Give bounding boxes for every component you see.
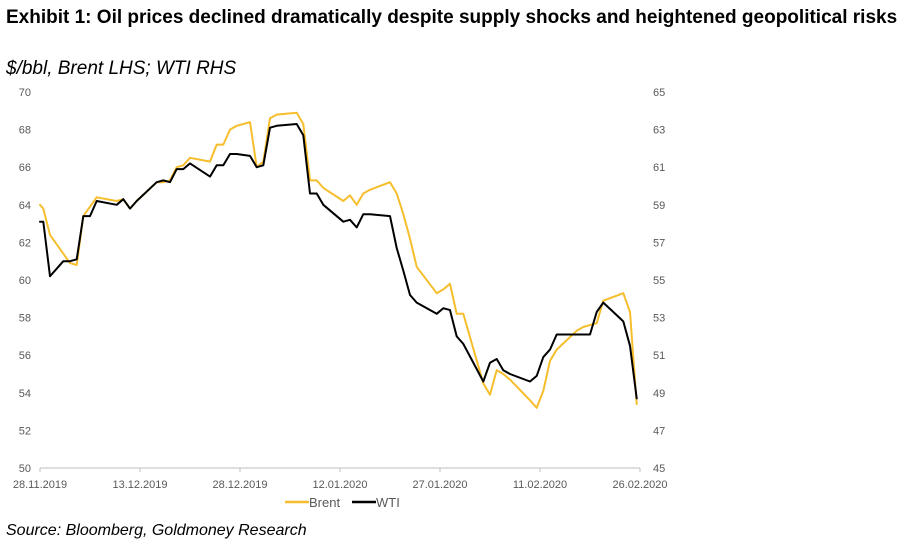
y-left-tick-label: 56 (19, 350, 31, 362)
y-left-tick-label: 50 (19, 463, 31, 475)
chart-area: 70 68 66 64 62 60 58 56 54 52 50 65 63 61 59 57 55 53 51 4… (13, 87, 668, 510)
y-right-tick-label: 59 (653, 200, 665, 212)
series-group (39, 111, 638, 409)
y-left-tick-label: 64 (19, 200, 31, 212)
y-right-tick-label: 45 (653, 463, 665, 475)
chart-title: Exhibit 1: Oil prices declined dramatica… (6, 7, 898, 28)
x-tick-label: 28.12.2019 (212, 479, 267, 491)
y-right-tick-label: 49 (653, 388, 665, 400)
y-left-tick-label: 58 (19, 313, 31, 325)
y-right-tick-label: 65 (653, 87, 665, 99)
x-tick-label: 11.02.2020 (513, 479, 567, 491)
y-left-tick-label: 66 (19, 162, 31, 174)
y-left-tick-label: 60 (19, 275, 31, 287)
legend-label-wti: WTI (376, 495, 400, 510)
y-right-tick-label: 53 (653, 313, 665, 325)
y-axis-right-ticks: 65 63 61 59 57 55 53 51 49 47 45 (653, 87, 665, 475)
y-left-tick-label: 54 (19, 388, 31, 400)
y-right-tick-label: 61 (653, 162, 665, 174)
y-right-tick-label: 47 (653, 425, 665, 437)
y-right-tick-label: 51 (653, 350, 665, 362)
y-right-tick-label: 55 (653, 275, 665, 287)
series-line-brent (39, 111, 638, 409)
y-axis-left-ticks: 70 68 66 64 62 60 58 56 54 52 50 (19, 87, 31, 475)
series-line-wti (39, 123, 638, 400)
x-tick-label: 13.12.2019 (112, 479, 167, 491)
x-tick-label: 28.11.2019 (13, 479, 67, 491)
y-left-tick-label: 70 (19, 87, 31, 99)
chart-subtitle: $/bbl, Brent LHS; WTI RHS (6, 58, 237, 79)
x-axis-ticks: 28.11.2019 13.12.2019 28.12.2019 12.01.2020… (13, 468, 668, 491)
x-tick-label: 26.02.2020 (612, 479, 667, 491)
y-left-tick-label: 68 (19, 125, 31, 137)
y-right-tick-label: 57 (653, 237, 665, 249)
x-tick-label: 12.01.2020 (312, 479, 367, 491)
legend-label-brent: Brent (309, 495, 340, 510)
source-note: Source: Bloomberg, Goldmoney Research (6, 522, 307, 539)
x-tick-label: 27.01.2020 (412, 479, 467, 491)
y-left-tick-label: 52 (19, 425, 31, 437)
y-left-tick-label: 62 (19, 237, 31, 249)
legend: Brent WTI (285, 495, 400, 510)
y-right-tick-label: 63 (653, 125, 665, 137)
